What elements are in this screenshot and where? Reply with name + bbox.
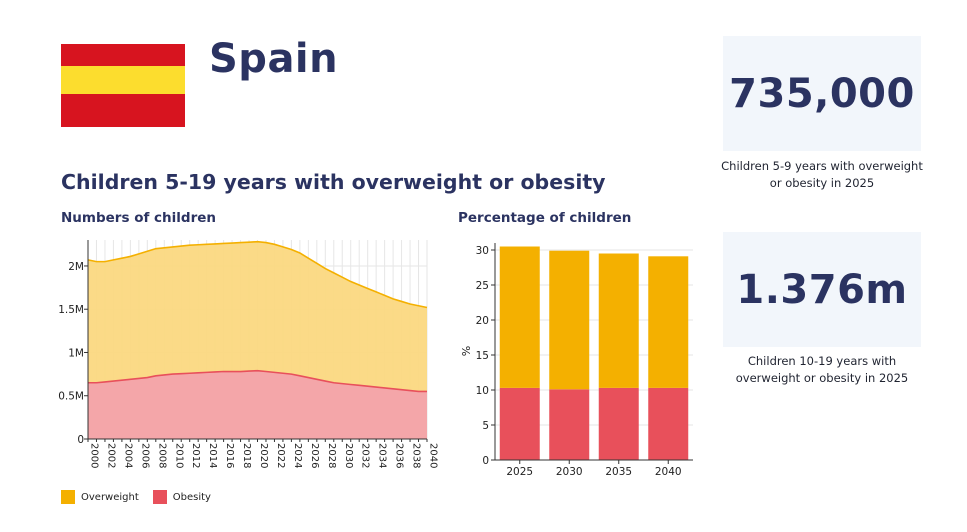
- x-tick-label: 2016: [224, 443, 235, 468]
- bar-overweight-2035: [599, 254, 639, 388]
- stat-value-5-9: 735,000: [729, 71, 915, 117]
- obesity-series-line: [88, 371, 427, 392]
- x-tick-label: 2032: [360, 443, 371, 468]
- y-tick-label: 10: [476, 385, 489, 397]
- bar-overweight-2040: [648, 256, 688, 388]
- y-tick-label: 30: [476, 245, 489, 257]
- flag-band-bottom: [61, 94, 185, 127]
- y-tick-label: 25: [476, 280, 489, 292]
- bar-obesity-2035: [599, 388, 639, 460]
- y-tick-label: 0: [482, 455, 489, 467]
- x-tick-label: 2035: [605, 466, 632, 478]
- bar-obesity-2040: [648, 388, 688, 460]
- numbers-chart-title: Numbers of children: [61, 210, 216, 226]
- x-tick-label: 2026: [309, 443, 320, 468]
- legend-swatch-overweight: [61, 490, 75, 504]
- spain-flag: [61, 44, 185, 127]
- stat-box-5-9: 735,000: [723, 36, 921, 151]
- x-tick-label: 2030: [343, 443, 354, 468]
- legend-label-overweight: Overweight: [81, 492, 139, 503]
- x-tick-label: 2040: [428, 443, 439, 468]
- x-tick-label: 2038: [411, 443, 422, 468]
- y-tick-label: 0.5M: [58, 391, 84, 403]
- bar-obesity-2025: [500, 388, 540, 460]
- chart-legend: Overweight Obesity: [61, 490, 225, 504]
- x-tick-label: 2000: [89, 443, 100, 468]
- country-title: Spain: [209, 36, 338, 82]
- x-tick-label: 2034: [377, 443, 388, 468]
- stat-caption-10-19: Children 10-19 years with overweight or …: [717, 353, 927, 387]
- bar-overweight-2030: [549, 251, 589, 390]
- x-tick-label: 2036: [394, 443, 405, 468]
- x-tick-label: 2030: [556, 466, 583, 478]
- stat-caption-5-9: Children 5-9 years with overweight or ob…: [717, 158, 927, 192]
- stat-box-10-19: 1.376m: [723, 232, 921, 347]
- overweight-area: [88, 242, 427, 439]
- x-tick-label: 2028: [326, 443, 337, 468]
- x-tick-label: 2010: [173, 443, 184, 468]
- y-tick-label: 1.5M: [58, 304, 84, 316]
- x-tick-label: 2022: [275, 443, 286, 468]
- x-tick-label: 2024: [292, 443, 303, 468]
- x-tick-label: 2020: [258, 443, 269, 468]
- flag-band-middle: [61, 66, 185, 94]
- percentage-chart-title: Percentage of children: [458, 210, 631, 226]
- y-tick-label: 15: [476, 350, 489, 362]
- y-axis-label: %: [460, 346, 473, 356]
- overweight-series-line: [88, 242, 427, 308]
- x-tick-label: 2018: [241, 443, 252, 468]
- legend-label-obesity: Obesity: [173, 492, 211, 503]
- y-tick-label: 0: [77, 434, 84, 446]
- x-tick-label: 2014: [207, 443, 218, 468]
- y-tick-label: 20: [476, 315, 489, 327]
- bar-overweight-2025: [500, 247, 540, 388]
- x-tick-label: 2008: [156, 443, 167, 468]
- x-tick-label: 2040: [655, 466, 682, 478]
- x-tick-label: 2004: [122, 443, 133, 468]
- y-tick-label: 2M: [68, 261, 84, 273]
- y-tick-label: 5: [482, 420, 489, 432]
- y-tick-label: 1M: [68, 347, 84, 359]
- legend-item-obesity: Obesity: [153, 490, 211, 504]
- x-tick-label: 2002: [105, 443, 116, 468]
- flag-band-top: [61, 44, 185, 66]
- section-title: Children 5-19 years with overweight or o…: [61, 170, 606, 194]
- x-tick-label: 2006: [139, 443, 150, 468]
- x-tick-label: 2025: [506, 466, 533, 478]
- x-tick-label: 2012: [190, 443, 201, 468]
- legend-swatch-obesity: [153, 490, 167, 504]
- stat-value-10-19: 1.376m: [736, 267, 907, 313]
- obesity-area: [88, 371, 427, 439]
- legend-item-overweight: Overweight: [61, 490, 139, 504]
- bar-obesity-2030: [549, 389, 589, 460]
